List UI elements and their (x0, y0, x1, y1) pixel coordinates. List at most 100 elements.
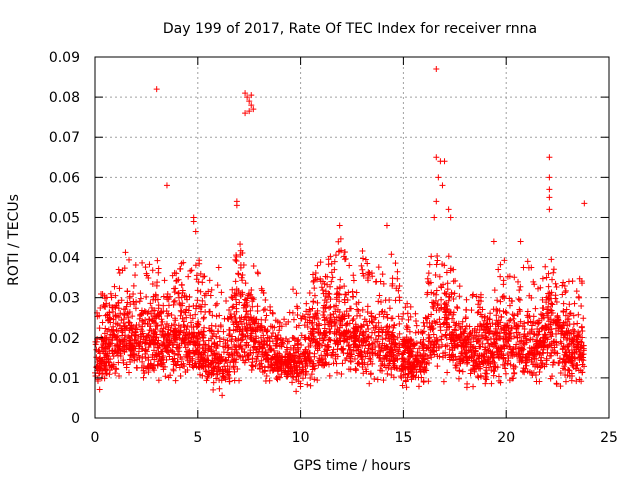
data-point (167, 372, 174, 379)
data-point (305, 311, 312, 318)
data-point (141, 370, 148, 377)
data-point (421, 369, 428, 376)
data-point (309, 325, 316, 332)
data-point (184, 352, 191, 359)
data-point (421, 323, 428, 330)
data-point (360, 370, 367, 377)
data-point (353, 289, 360, 296)
data-point (228, 313, 235, 320)
data-point (408, 376, 415, 383)
data-point (213, 333, 220, 340)
data-point (329, 274, 336, 281)
data-point (486, 343, 493, 350)
data-point (445, 206, 452, 213)
data-point (553, 283, 560, 290)
data-point (542, 263, 549, 270)
data-point (524, 258, 531, 265)
data-point (543, 334, 550, 341)
data-point (109, 337, 116, 344)
data-point (138, 345, 145, 352)
data-point (155, 337, 162, 344)
data-point (304, 362, 311, 369)
data-point (202, 358, 209, 365)
data-point (145, 369, 152, 376)
data-point (235, 271, 242, 278)
data-point (273, 375, 280, 382)
data-point (316, 329, 323, 336)
data-point (272, 317, 279, 324)
data-point (535, 285, 542, 292)
data-point (178, 361, 185, 368)
data-point (564, 343, 571, 350)
data-point (449, 315, 456, 322)
data-point (334, 346, 341, 353)
data-point (214, 300, 221, 307)
data-point (163, 182, 170, 189)
data-point (568, 370, 575, 377)
data-point (366, 341, 373, 348)
data-point (577, 338, 584, 345)
data-point (314, 262, 321, 269)
data-point (147, 300, 154, 307)
data-point (446, 346, 453, 353)
data-point (213, 375, 220, 382)
data-point (248, 92, 255, 99)
y-tick-label: 0.08 (49, 90, 80, 106)
data-point (247, 327, 254, 334)
data-point (430, 331, 437, 338)
data-point (553, 319, 560, 326)
data-point (378, 358, 385, 365)
data-point (562, 312, 569, 319)
data-point (365, 325, 372, 332)
data-point (522, 359, 529, 366)
data-point (202, 347, 209, 354)
data-point (398, 355, 405, 362)
data-point (402, 371, 409, 378)
data-point (390, 351, 397, 358)
data-point (517, 238, 524, 245)
data-point (552, 339, 559, 346)
data-point (497, 379, 504, 386)
data-point (508, 352, 515, 359)
data-point (151, 307, 158, 314)
data-point (307, 342, 314, 349)
data-point (433, 198, 440, 205)
data-point (465, 333, 472, 340)
data-point (304, 353, 311, 360)
data-point (491, 368, 498, 374)
data-point (252, 338, 259, 345)
data-point (475, 301, 482, 308)
data-point (327, 312, 334, 319)
data-point (450, 278, 457, 285)
data-point (429, 326, 436, 333)
data-point (277, 365, 284, 372)
data-point (245, 342, 252, 349)
data-point (99, 319, 106, 326)
data-point (158, 341, 165, 348)
data-point (209, 333, 216, 340)
data-point (259, 344, 266, 351)
data-point (547, 375, 554, 382)
data-point (516, 287, 523, 294)
data-point (326, 336, 333, 343)
data-point (382, 328, 389, 335)
data-point (502, 308, 509, 315)
data-point (380, 280, 387, 287)
data-point (119, 332, 126, 339)
data-point (553, 381, 560, 388)
data-point (331, 258, 338, 265)
data-point (460, 339, 467, 346)
data-point (108, 362, 115, 369)
data-point (168, 311, 175, 318)
data-point (422, 366, 429, 373)
data-point (110, 353, 117, 360)
data-point (153, 352, 160, 359)
data-point (444, 369, 451, 376)
data-point (120, 357, 127, 364)
data-point (444, 280, 451, 287)
data-point (419, 355, 426, 362)
data-point (121, 312, 128, 319)
data-point (322, 304, 329, 311)
data-point (285, 364, 292, 371)
data-point (463, 323, 470, 330)
